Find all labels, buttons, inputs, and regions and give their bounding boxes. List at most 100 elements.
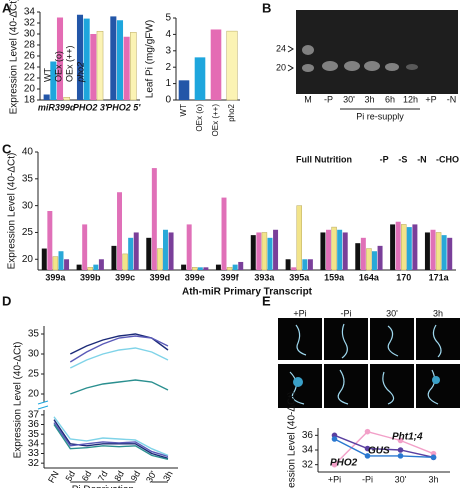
x-tick-label: 7d — [96, 469, 110, 483]
line — [53, 419, 169, 459]
lane-label: 12h — [403, 94, 418, 104]
legend-label: OEx (o) — [53, 51, 63, 82]
gel-bands — [302, 45, 418, 72]
y-tick-label: 35 — [22, 173, 34, 184]
x-tick-label: FN — [46, 469, 61, 484]
bar — [133, 232, 139, 270]
lane-label: -P — [324, 94, 333, 104]
y-tick-label: 20 — [24, 84, 36, 95]
bar — [186, 224, 192, 270]
line — [69, 335, 169, 363]
y-axis-label: Expression Level (40-ΔCt) — [9, 0, 20, 114]
bar — [447, 237, 453, 270]
bar — [377, 245, 383, 270]
gel-marker: 24 — [276, 43, 286, 53]
y-tick-label: 36 — [302, 430, 314, 441]
bar — [82, 224, 88, 270]
bar — [83, 18, 90, 101]
lane-label: M — [304, 94, 312, 104]
y-tick-label: 26 — [24, 51, 36, 62]
x-tick-label: OEx (++) — [211, 104, 220, 137]
point — [430, 454, 437, 461]
series-label: PHO2 — [330, 458, 358, 469]
lane-label: 30' — [343, 94, 355, 104]
line — [69, 347, 169, 369]
bar — [203, 267, 209, 270]
line — [334, 438, 434, 458]
bar — [181, 264, 187, 270]
x-tick-label: 399c — [115, 272, 135, 282]
y-tick-label: 30 — [28, 349, 40, 360]
bar — [58, 251, 64, 270]
bar — [128, 237, 134, 270]
gel-image — [296, 10, 458, 94]
photo-label: 30' — [386, 308, 398, 318]
x-tick-label: 8d — [112, 469, 126, 483]
photo-label: +Pi — [293, 308, 306, 318]
y-tick-label: 33 — [28, 448, 40, 459]
y-axis-label: Expression Level (40-ΔCt) — [287, 392, 298, 488]
y-axis-label: Expression Level (40-ΔCt) — [7, 153, 18, 270]
x-tick-label: 395a — [289, 272, 310, 282]
bar — [302, 259, 308, 270]
bar — [56, 17, 64, 100]
y-tick-label: 25 — [28, 369, 40, 380]
photo-label: 3h — [433, 308, 443, 318]
x-tick-label: 159a — [324, 272, 345, 282]
bar — [130, 32, 137, 101]
bar — [116, 20, 124, 100]
bar — [291, 267, 297, 270]
bar — [355, 243, 361, 270]
y-tick-label: 34 — [302, 445, 314, 456]
y-tick-label: 2 — [165, 62, 171, 73]
bar — [87, 267, 93, 271]
bar — [168, 232, 174, 270]
x-tick-label: 171a — [429, 272, 450, 282]
y-tick-label: 32 — [302, 459, 314, 470]
bar — [238, 261, 244, 270]
y-tick-label: 20 — [22, 254, 34, 265]
y-tick-label: 4 — [165, 29, 171, 40]
x-tick-label: 9d — [129, 469, 143, 483]
line — [334, 434, 434, 458]
seedling-photos — [278, 318, 460, 408]
panel-label: D — [2, 293, 11, 308]
x-tick-label: 399b — [80, 272, 101, 282]
legend-label: pho2 — [75, 62, 85, 83]
x-tick-label: -Pi — [362, 474, 373, 484]
bar — [76, 264, 82, 270]
bar — [98, 259, 104, 270]
x-tick-label: 6d — [80, 469, 94, 483]
bar — [307, 259, 313, 270]
bar — [261, 232, 268, 271]
gel-marker: 20 — [276, 62, 286, 72]
y-tick-label: 34 — [28, 438, 40, 449]
y-tick-label: 32 — [24, 18, 36, 29]
y-tick-label: 34 — [24, 7, 36, 18]
bar — [41, 248, 47, 270]
bar — [250, 235, 256, 270]
bar — [401, 224, 407, 271]
bar — [267, 237, 273, 270]
series-label: Pht1;4 — [392, 432, 423, 443]
bar — [43, 94, 50, 100]
bar — [157, 248, 163, 271]
panel-label: C — [2, 141, 12, 156]
x-tick-label: 3h — [428, 474, 438, 484]
photo-label: -Pi — [341, 308, 352, 318]
bar — [76, 14, 84, 100]
bar — [215, 264, 221, 270]
line — [53, 422, 169, 458]
y-tick-label: 22 — [24, 73, 36, 84]
bar — [390, 224, 396, 270]
lane-label: 3h — [364, 94, 374, 104]
y-tick-label: 40 — [22, 147, 34, 158]
line — [53, 424, 169, 460]
series-label: GUS — [368, 446, 390, 457]
bar — [412, 224, 418, 270]
legend-label: -CHO — [436, 154, 459, 164]
bar — [178, 80, 190, 100]
x-tick-label: 5d — [63, 469, 77, 483]
bar — [93, 264, 99, 270]
